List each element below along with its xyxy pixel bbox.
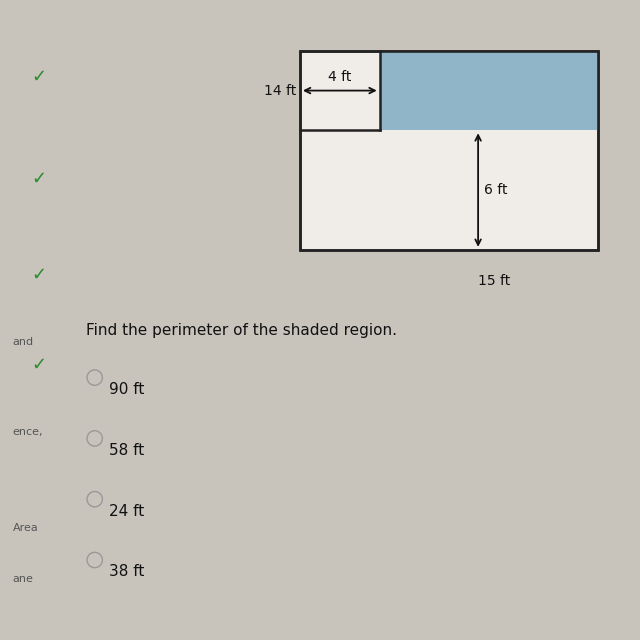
- Bar: [380, 51, 598, 131]
- Text: ✓: ✓: [31, 266, 46, 284]
- Text: ane: ane: [13, 574, 34, 584]
- Text: 38 ft: 38 ft: [109, 564, 144, 579]
- Bar: [300, 51, 598, 250]
- Text: ✓: ✓: [31, 170, 46, 188]
- Text: 6 ft: 6 ft: [484, 183, 508, 197]
- Text: 4 ft: 4 ft: [328, 70, 351, 84]
- Text: ence,: ence,: [13, 427, 44, 437]
- Text: Find the perimeter of the shaded region.: Find the perimeter of the shaded region.: [86, 323, 397, 338]
- Text: 58 ft: 58 ft: [109, 443, 144, 458]
- Text: ✓: ✓: [31, 356, 46, 374]
- Text: 14 ft: 14 ft: [264, 84, 296, 97]
- Text: Area: Area: [13, 523, 38, 533]
- Bar: [300, 51, 598, 250]
- Text: 24 ft: 24 ft: [109, 504, 144, 518]
- Text: ✓: ✓: [31, 68, 46, 86]
- Text: 15 ft: 15 ft: [478, 274, 510, 287]
- Text: and: and: [13, 337, 34, 348]
- Text: 90 ft: 90 ft: [109, 382, 144, 397]
